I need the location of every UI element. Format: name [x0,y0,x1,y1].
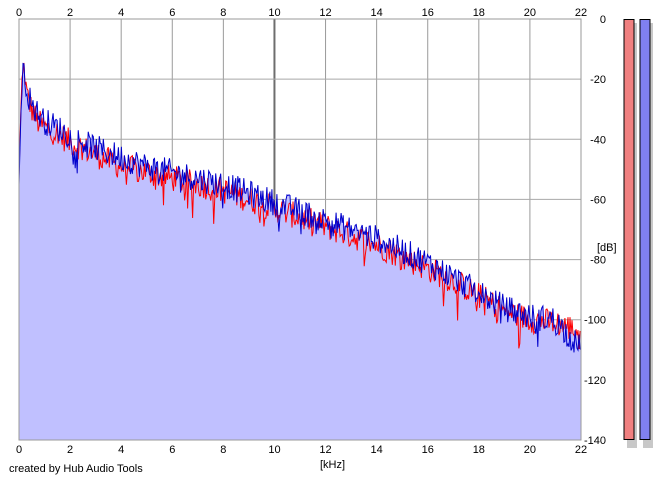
x-tick-label-top: 22 [575,7,587,19]
x-tick-label-bottom: 14 [371,444,383,456]
x-tick-label-top: 6 [169,7,175,19]
x-tick-label-bottom: 2 [67,444,73,456]
credit-text: created by Hub Audio Tools [9,463,143,475]
y-tick-label: -20 [590,74,606,86]
x-tick-label-top: 0 [16,7,22,19]
y-axis-label: [dB] [597,242,617,254]
x-tick-label-top: 2 [67,7,73,19]
x-tick-label-bottom: 18 [473,444,485,456]
y-tick-label: -40 [590,134,606,146]
x-tick-label-bottom: 0 [16,444,22,456]
bottom-x-tick-labels: 0 2 4 6 8 10 12 14 16 18 20 22 [16,444,587,456]
spectrum-series-line-2 [18,62,582,353]
x-tick-label-bottom: 6 [169,444,175,456]
y-tick-label: 0 [600,14,606,26]
level-meter-1 [623,19,635,440]
x-tick-label-top: 20 [524,7,536,19]
x-tick-label-bottom: 12 [319,444,331,456]
y-tick-label: -60 [590,194,606,206]
y-tick-label: -80 [590,255,606,267]
x-tick-label-top: 18 [473,7,485,19]
x-tick-label-bottom: 4 [118,444,124,456]
x-tick-label-top: 12 [319,7,331,19]
x-tick-label-top: 10 [268,7,280,19]
x-tick-label-top: 4 [118,7,124,19]
top-x-tick-labels: 0 2 4 6 8 10 12 14 16 18 20 22 [16,7,587,19]
spectrum-area-fill [19,62,581,441]
y-tick-label: -100 [584,315,606,327]
x-tick-label-top: 16 [422,7,434,19]
x-tick-label-bottom: 8 [220,444,226,456]
level-meter-2 [639,19,651,440]
level-meters [623,19,653,448]
x-tick-label-bottom: 22 [575,444,587,456]
x-tick-label-bottom: 20 [524,444,536,456]
x-tick-label-top: 8 [220,7,226,19]
x-axis-label: [kHz] [320,459,345,471]
series-lines [18,62,582,353]
x-tick-label-top: 14 [371,7,383,19]
x-tick-label-bottom: 16 [422,444,434,456]
y-tick-label: -120 [584,375,606,387]
right-y-tick-labels: 0 -20 -40 -60 -80 -100 -120 -140 [584,14,606,447]
y-tick-label: -140 [584,435,606,447]
plot-frame [18,18,582,441]
x-tick-label-bottom: 10 [268,444,280,456]
